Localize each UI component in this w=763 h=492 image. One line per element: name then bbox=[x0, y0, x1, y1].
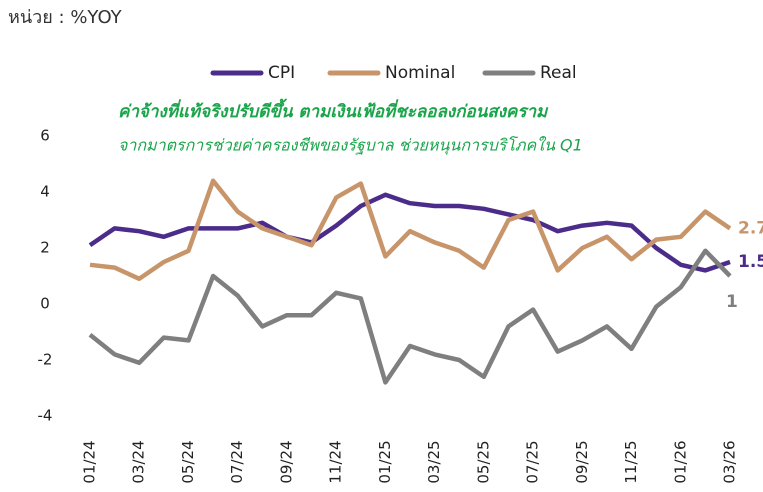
end-label: 1 bbox=[726, 292, 738, 312]
x-tick-label: 05/25 bbox=[474, 440, 492, 483]
x-tick-label: 09/24 bbox=[277, 440, 295, 483]
y-tick-label: 2 bbox=[40, 239, 50, 257]
x-tick-label: 01/24 bbox=[81, 440, 99, 483]
legend-label: CPI bbox=[268, 63, 295, 83]
x-tick-label: 03/25 bbox=[425, 440, 443, 483]
unit-label: หน่วย : %YOY bbox=[8, 7, 123, 28]
y-tick-label: 6 bbox=[40, 127, 50, 145]
x-tick-label: 05/24 bbox=[179, 440, 197, 483]
y-tick-label: 0 bbox=[40, 295, 50, 313]
series-line bbox=[89, 178, 732, 282]
series-line bbox=[88, 248, 732, 385]
x-tick-label: 03/24 bbox=[130, 440, 148, 483]
end-label: 1.5 bbox=[738, 252, 763, 272]
y-tick-label: -4 bbox=[38, 407, 53, 425]
x-tick-label: 01/26 bbox=[671, 440, 689, 483]
legend-label: Nominal bbox=[385, 63, 455, 83]
x-tick-label: 07/24 bbox=[228, 440, 246, 483]
y-tick-label: 4 bbox=[40, 183, 50, 201]
chart-title: ค่าจ้างที่แท้จริงปรับดีขึ้น ตามเงินเฟ้อท… bbox=[118, 98, 549, 122]
chart-subtitle: จากมาตรการช่วยค่าครองชีพของรัฐบาล ช่วยหน… bbox=[118, 136, 583, 156]
y-tick-label: -2 bbox=[38, 351, 53, 369]
x-tick-label: 11/24 bbox=[327, 440, 345, 483]
end-label: 2.7 bbox=[738, 218, 763, 238]
x-tick-label: 11/25 bbox=[622, 440, 640, 483]
x-tick-label: 09/25 bbox=[573, 440, 591, 483]
x-tick-label: 03/26 bbox=[721, 440, 739, 483]
legend-label: Real bbox=[540, 63, 577, 83]
x-tick-label: 07/25 bbox=[524, 440, 542, 483]
x-tick-label: 01/25 bbox=[376, 440, 394, 483]
